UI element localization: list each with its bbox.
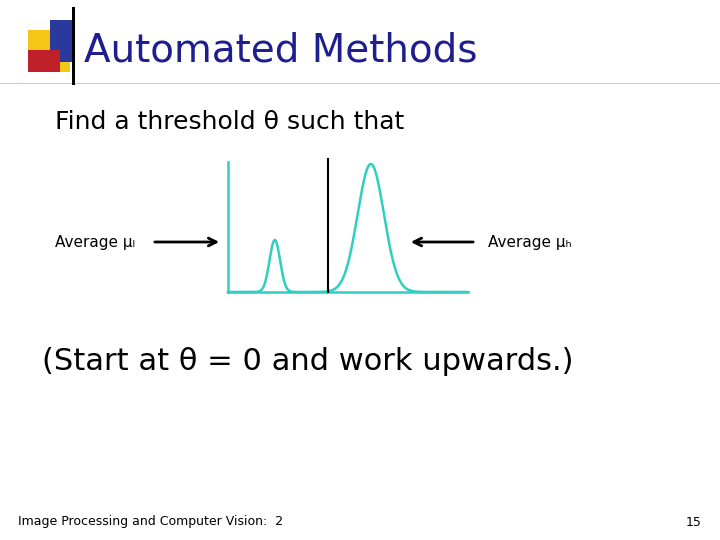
Bar bbox=[72, 7, 74, 85]
Bar bbox=[50, 20, 72, 62]
Bar bbox=[28, 50, 60, 72]
Text: Image Processing and Computer Vision:  2: Image Processing and Computer Vision: 2 bbox=[18, 516, 283, 529]
Bar bbox=[28, 30, 70, 72]
Text: Average μₗ: Average μₗ bbox=[55, 234, 135, 249]
Text: Find a threshold θ such that: Find a threshold θ such that bbox=[55, 110, 404, 134]
Text: Automated Methods: Automated Methods bbox=[84, 32, 477, 70]
Text: Average μₕ: Average μₕ bbox=[488, 234, 572, 249]
Text: (Start at θ = 0 and work upwards.): (Start at θ = 0 and work upwards.) bbox=[42, 348, 574, 376]
Text: 15: 15 bbox=[686, 516, 702, 529]
